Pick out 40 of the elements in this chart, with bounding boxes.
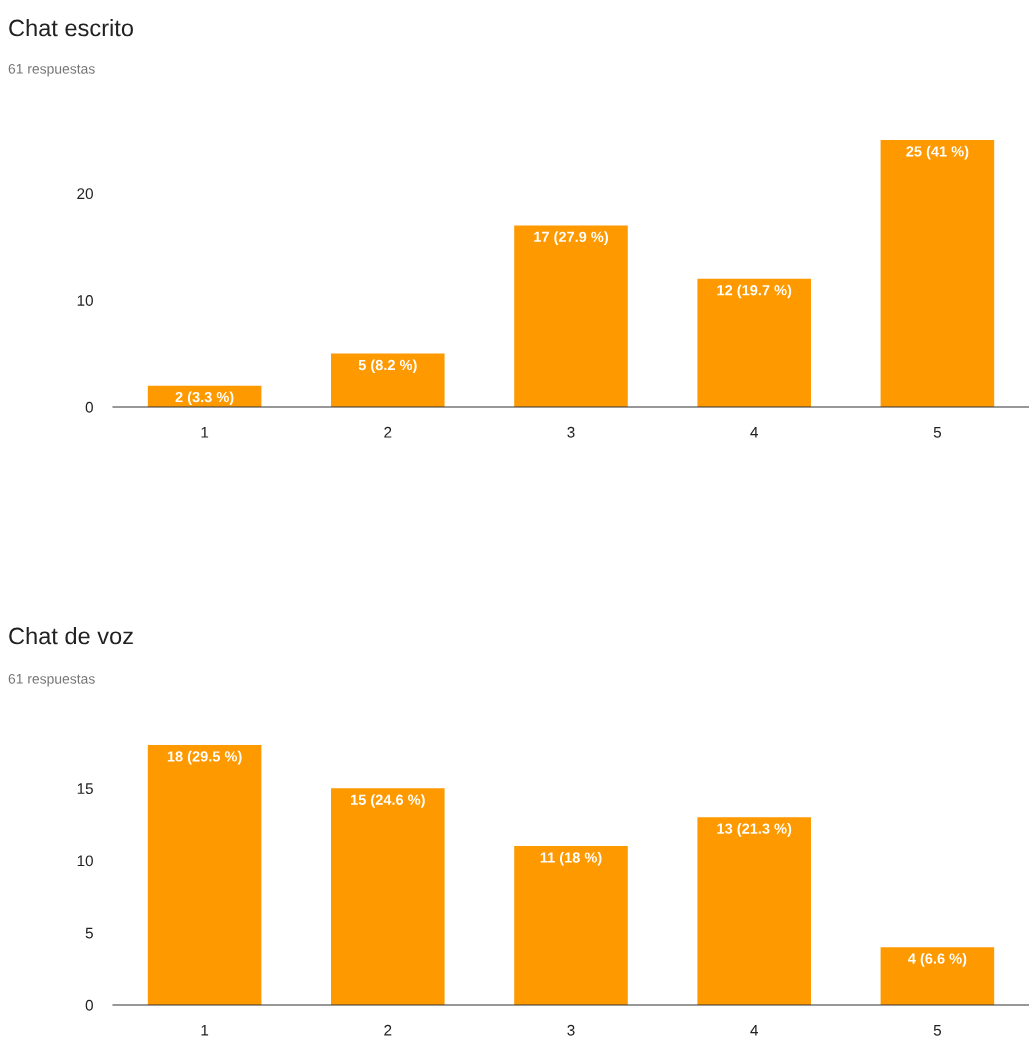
x-tick-label: 4 (750, 427, 758, 438)
x-tick-label: 5 (933, 1025, 942, 1036)
x-tick-label: 5 (933, 427, 942, 438)
chart-subtitle: 61 respuestas (8, 673, 95, 687)
data-label: 15 (24.6 %) (351, 794, 425, 808)
x-tick-label: 2 (384, 426, 392, 438)
y-tick-label: 5 (85, 927, 93, 939)
y-tick-label: 20 (77, 188, 93, 200)
x-tick-label: 2 (384, 1024, 392, 1036)
data-label: 4 (6.6 %) (908, 953, 967, 967)
bar (331, 353, 445, 407)
bar (147, 745, 262, 1005)
x-tick-label: 3 (567, 1024, 575, 1036)
x-tick-label: 3 (567, 426, 575, 438)
bar (514, 225, 628, 407)
bar (697, 817, 811, 1005)
y-tick-label: 0 (85, 999, 93, 1011)
data-label: 18 (29.5 %) (167, 750, 242, 765)
chart-title: Chat de voz (9, 626, 133, 645)
bar (697, 278, 811, 407)
bar (880, 947, 995, 1005)
x-tick-label: 4 (750, 1025, 758, 1036)
data-label: 2 (3.3 %) (175, 391, 234, 406)
x-tick-label: 1 (201, 1025, 209, 1036)
chart-title: Chat escrito (9, 19, 133, 37)
data-label: 25 (41 %) (906, 145, 969, 160)
chart-subtitle: 61 respuestas (8, 63, 95, 77)
data-label: 13 (21.3 %) (717, 823, 792, 837)
data-label: 12 (19.7 %) (717, 284, 792, 299)
bar (514, 846, 628, 1005)
y-tick-label: 10 (77, 295, 93, 306)
y-tick-label: 0 (85, 401, 93, 413)
y-tick-label: 15 (77, 783, 93, 795)
data-label: 11 (18 %) (540, 851, 602, 866)
x-tick-label: 1 (201, 427, 209, 438)
data-label: 5 (8.2 %) (358, 359, 417, 374)
bar (880, 140, 995, 407)
data-label: 17 (27.9 %) (534, 231, 608, 245)
bar (331, 788, 445, 1005)
y-tick-label: 10 (77, 855, 93, 867)
